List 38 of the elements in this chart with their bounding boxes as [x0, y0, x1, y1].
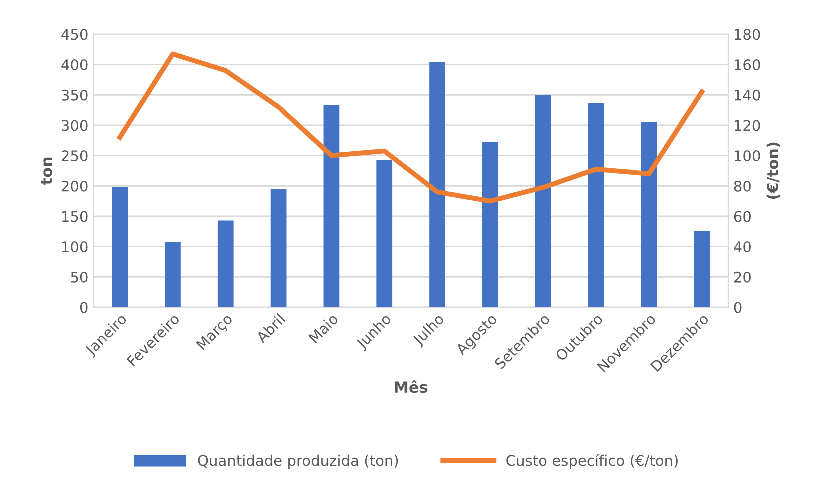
bar — [482, 142, 498, 308]
y2-tick-label: 20 — [734, 272, 751, 283]
bar — [535, 95, 552, 308]
y-tick-label: 50 — [71, 272, 88, 283]
bar — [218, 220, 234, 308]
bar — [165, 242, 181, 308]
y-tick-label: 250 — [62, 150, 88, 162]
y-tick-label: 400 — [62, 59, 88, 71]
y-tick-label: 0 — [80, 302, 88, 314]
y2-tick-label: 140 — [734, 90, 760, 101]
y2-axis-title: (€/ton) — [766, 142, 780, 200]
line-series — [118, 52, 705, 204]
y-axis-title: ton — [41, 158, 52, 186]
y2-tick-label: 40 — [734, 242, 751, 253]
y-tick-label: 200 — [62, 180, 88, 192]
y-tick-label: 300 — [62, 120, 88, 132]
y-tick-label: 150 — [62, 211, 88, 222]
y2-tick-label: 0 — [734, 302, 742, 314]
bar — [694, 231, 710, 308]
y2-tick-label: 80 — [734, 180, 751, 192]
bar — [430, 62, 446, 308]
bar — [376, 160, 393, 308]
x-axis-title: Mês — [395, 380, 428, 394]
bar — [112, 187, 128, 308]
y2-tick-label: 120 — [734, 120, 760, 132]
y-tick-label: 100 — [62, 242, 88, 253]
y2-tick-label: 180 — [734, 29, 760, 40]
y2-tick-label: 60 — [734, 211, 751, 222]
bar — [588, 103, 604, 308]
legend-label: Quantidade produzida (ton) — [198, 454, 398, 470]
y-tick-label: 350 — [62, 90, 88, 101]
bar — [641, 122, 658, 308]
y2-tick-label: 160 — [734, 59, 760, 71]
y-tick-label: 450 — [62, 29, 88, 40]
bar — [324, 105, 340, 308]
legend-label: Custo específico (€/ton) — [506, 454, 678, 470]
y2-tick-label: 100 — [734, 150, 760, 162]
bar — [270, 189, 287, 308]
